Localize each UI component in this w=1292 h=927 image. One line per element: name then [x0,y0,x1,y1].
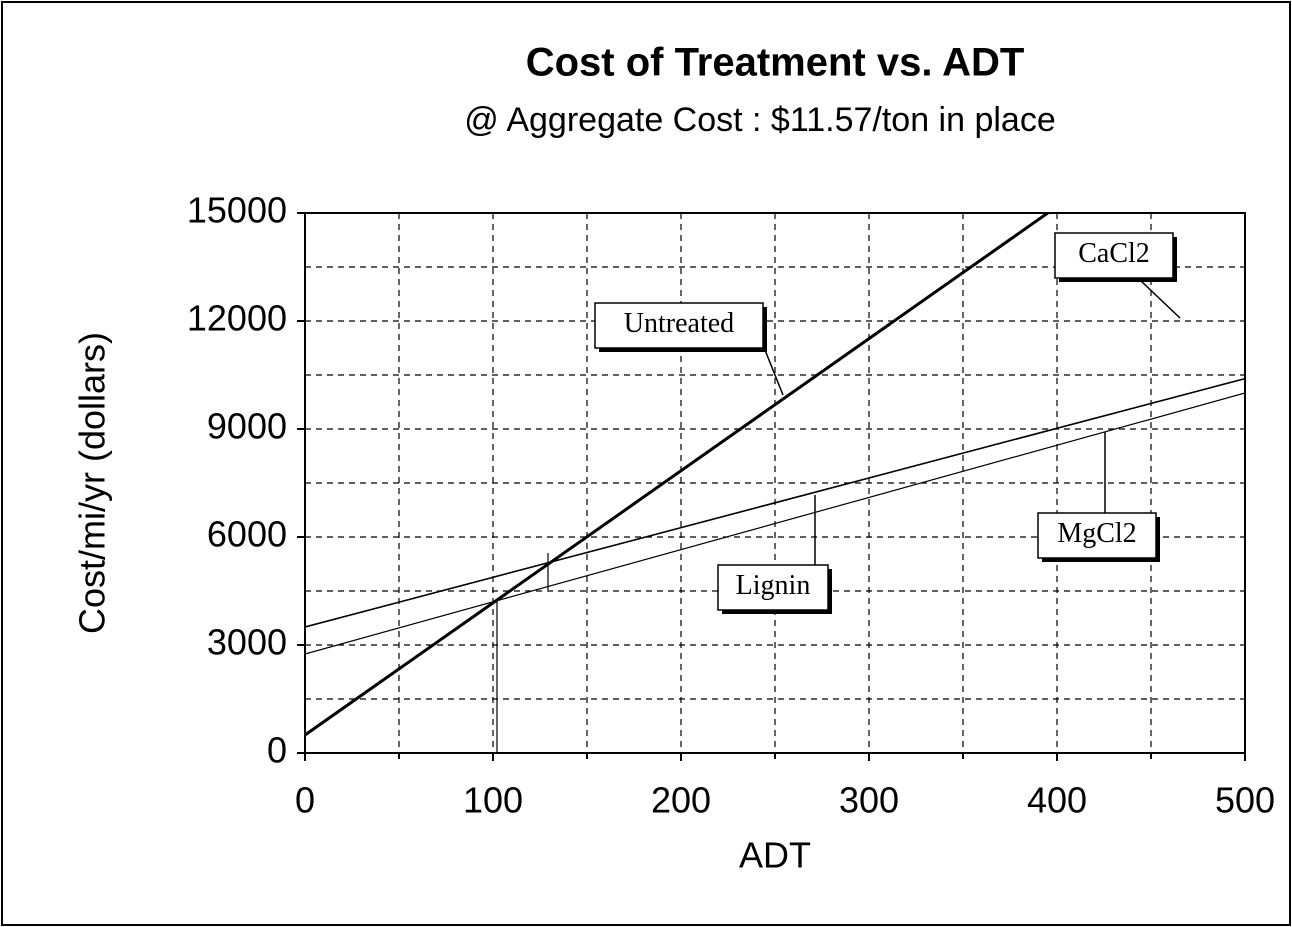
series-line [305,213,1051,737]
x-tick-label: 500 [1215,780,1275,821]
chart-subtitle: @ Aggregate Cost : $11.57/ton in place [464,101,1056,139]
x-tick-label: 0 [295,780,315,821]
y-tick-label: 3000 [207,622,287,663]
label-box [717,564,829,611]
label-box [1037,512,1157,559]
x-axis-label: ADT [739,835,811,876]
y-tick-label: 6000 [207,514,287,555]
series-label: MgCl2 [1057,518,1136,549]
lines [305,213,1245,737]
y-axis-label: Cost/mi/yr (dollars) [72,332,113,634]
labels: Untreated Lignin MgCl2 CaCl2 [594,232,1181,614]
grid [297,212,1246,761]
label-pointer [764,349,784,396]
y-tick-label: 0 [267,730,287,771]
y-tick-label: 15000 [187,190,287,231]
label-pointer [1139,279,1181,319]
x-tick-label: 100 [463,780,523,821]
y-tick-label: 9000 [207,406,287,447]
x-tick-label: 400 [1027,780,1087,821]
series-line [305,377,1245,628]
x-tick-label: 300 [839,780,899,821]
series-label: Lignin [736,570,811,601]
label-box [594,302,764,349]
x-tick-label: 200 [651,780,711,821]
label-box [1054,232,1174,279]
series-label: CaCl2 [1078,238,1150,269]
series-label: Untreated [624,308,734,339]
y-tick-label: 12000 [187,298,287,339]
plot-border [304,212,1246,754]
series-line [305,392,1245,655]
chart-title: Cost of Treatment vs. ADT [526,41,1025,85]
